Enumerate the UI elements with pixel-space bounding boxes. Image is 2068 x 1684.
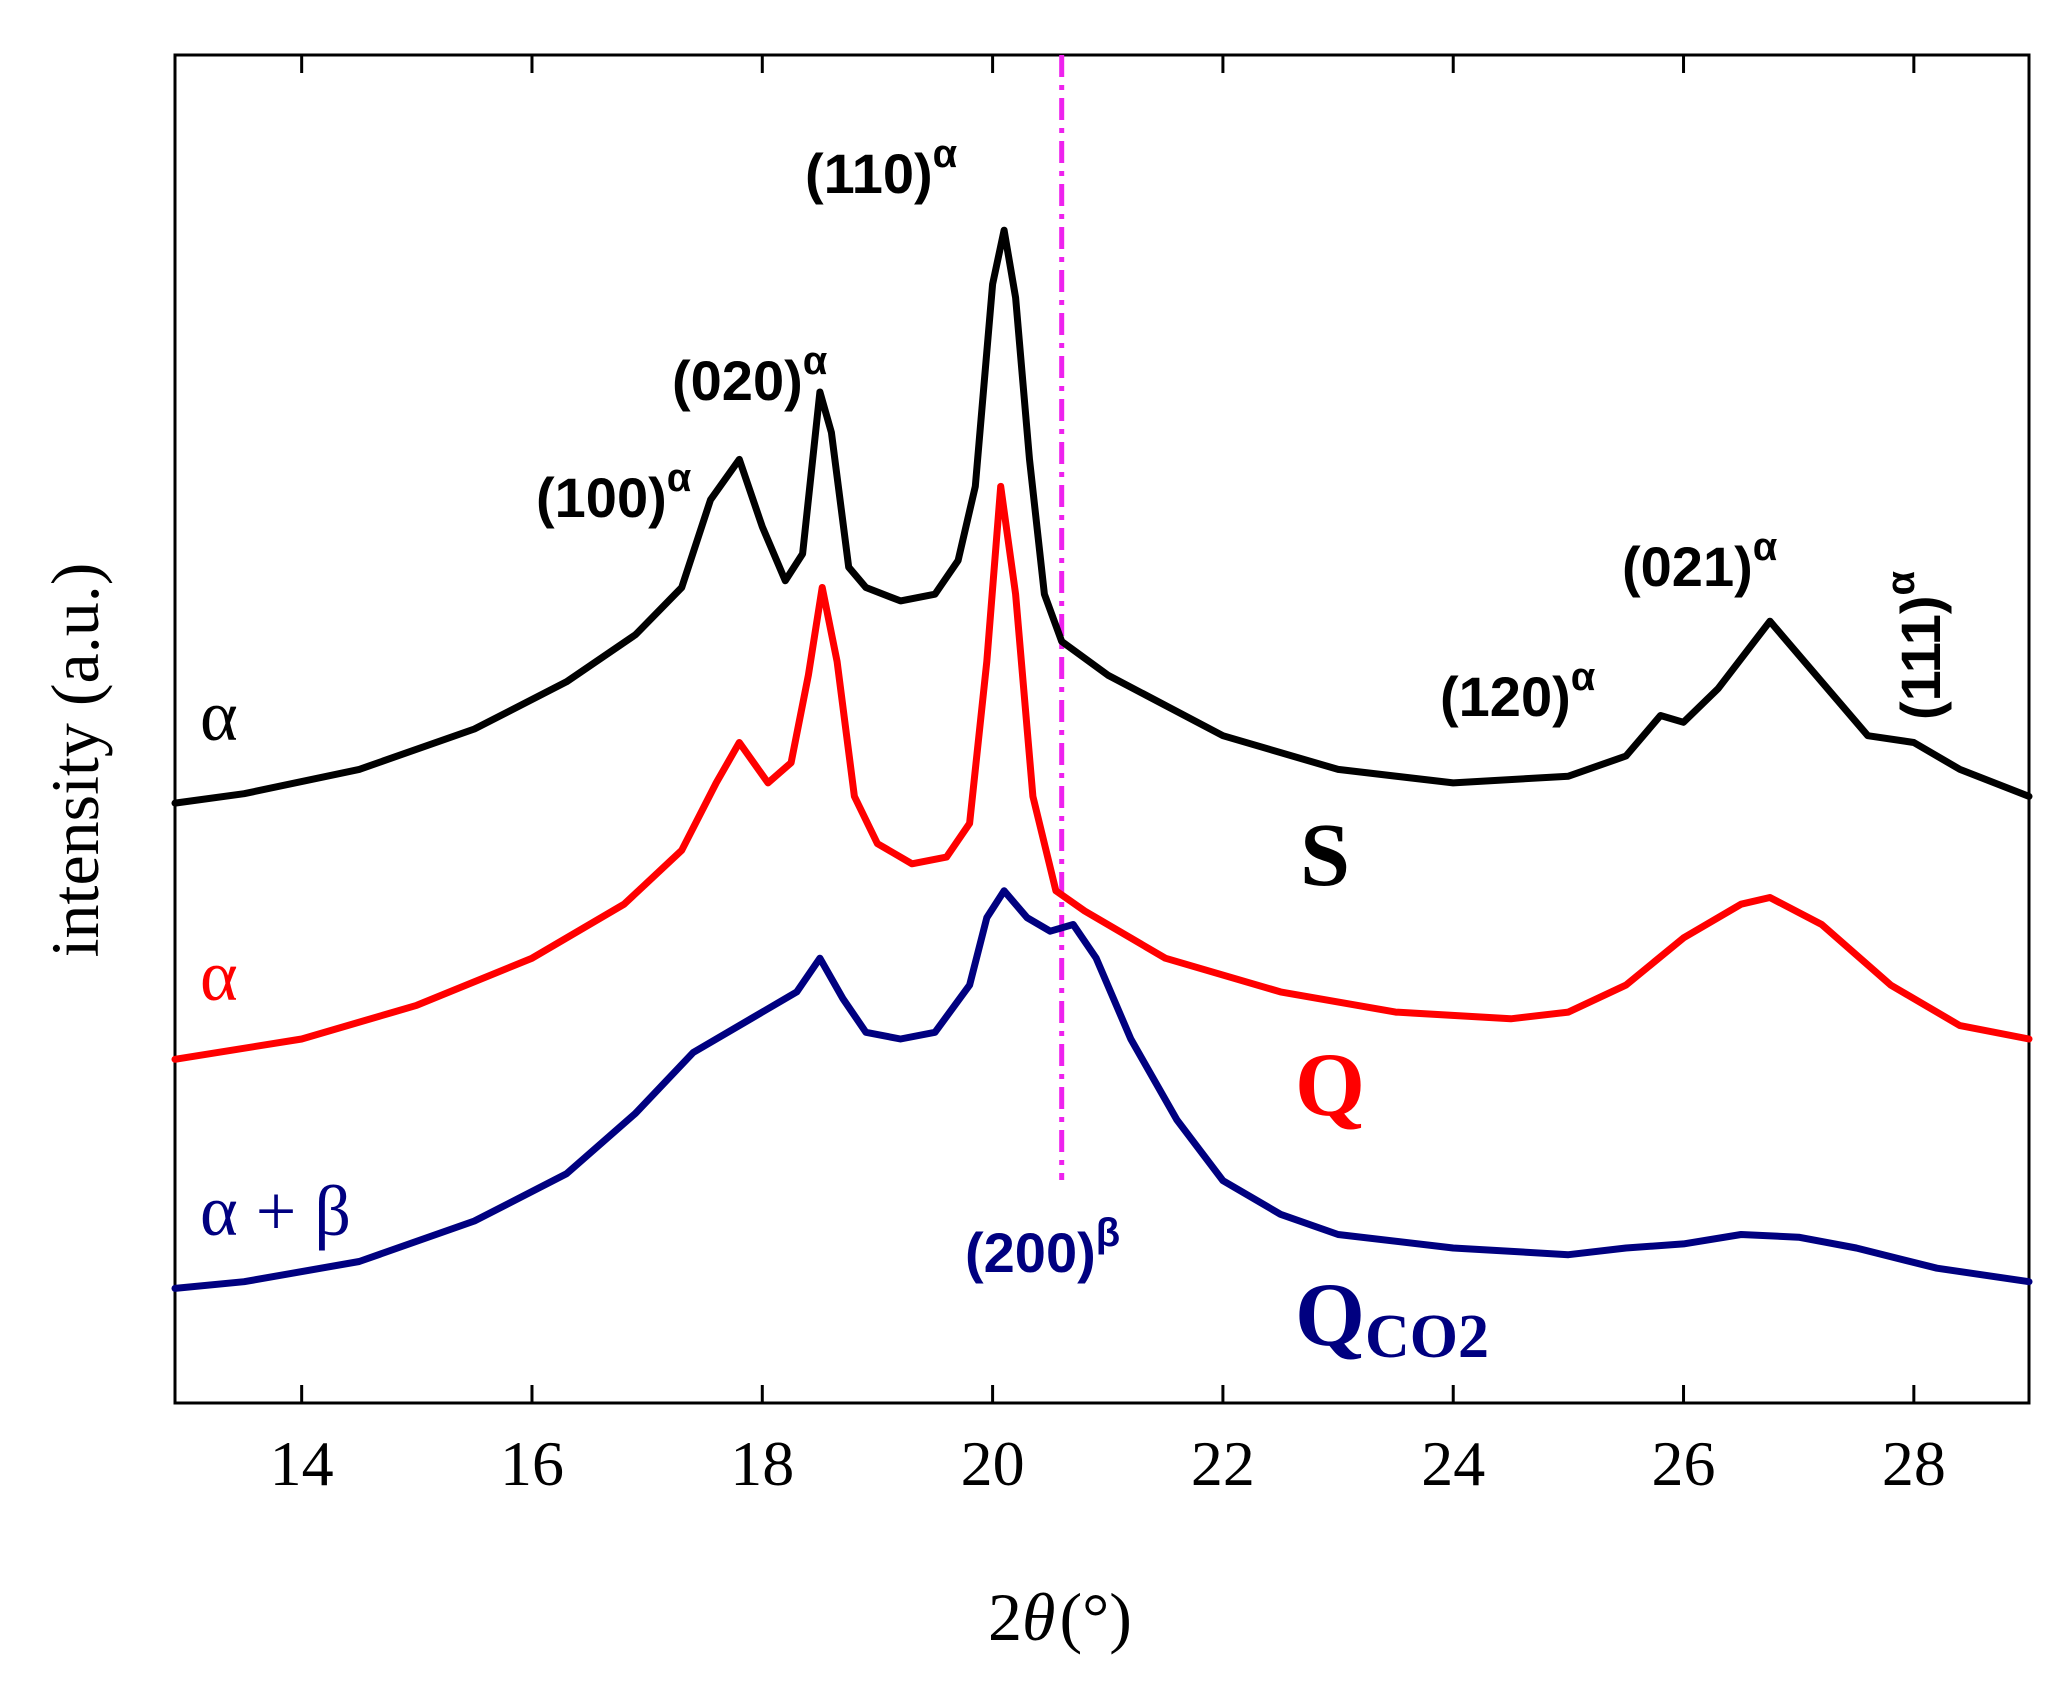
x-tick-label-28: 28 bbox=[1882, 1428, 1946, 1499]
peak-label-110: (110)α bbox=[805, 132, 958, 205]
series-layer bbox=[171, 226, 2033, 1292]
phase-label-qco2: α + β bbox=[200, 1171, 351, 1251]
series-line-s bbox=[171, 226, 2033, 807]
x-tick-label-26: 26 bbox=[1652, 1428, 1716, 1499]
plot-frame bbox=[173, 53, 2031, 1405]
peak-label-021: (021)α bbox=[1622, 525, 1778, 598]
series-line-q bbox=[171, 482, 2033, 1063]
series-line-qco2 bbox=[171, 887, 2033, 1292]
peak-label-120: (120)α bbox=[1440, 655, 1596, 728]
peak-label-100: (100)α bbox=[536, 456, 692, 529]
sample-label-qco2: QCO2 bbox=[1295, 1266, 1489, 1371]
x-tick-label-14: 14 bbox=[270, 1428, 334, 1499]
x-tick-label-24: 24 bbox=[1421, 1428, 1485, 1499]
x-axis-title: 2θ(°) bbox=[988, 1579, 1132, 1655]
peak-label-200-beta: (200)β bbox=[965, 1211, 1120, 1284]
x-tick-label-22: 22 bbox=[1191, 1428, 1255, 1499]
phase-label-s: α bbox=[200, 676, 238, 756]
x-tick-label-20: 20 bbox=[961, 1428, 1025, 1499]
sample-label-s: S bbox=[1300, 806, 1350, 905]
phase-label-q: α bbox=[200, 936, 238, 1016]
x-axis-ticks: 14 16 18 20 22 24 26 28 bbox=[270, 55, 1946, 1499]
peak-label-020: (020)α bbox=[672, 339, 828, 412]
sample-label-q: Q bbox=[1295, 1036, 1365, 1135]
y-axis-title: intensity (a.u.) bbox=[37, 563, 113, 958]
peak-label-111: (111)α bbox=[1879, 570, 1952, 720]
x-tick-label-16: 16 bbox=[500, 1428, 564, 1499]
x-tick-label-18: 18 bbox=[730, 1428, 794, 1499]
